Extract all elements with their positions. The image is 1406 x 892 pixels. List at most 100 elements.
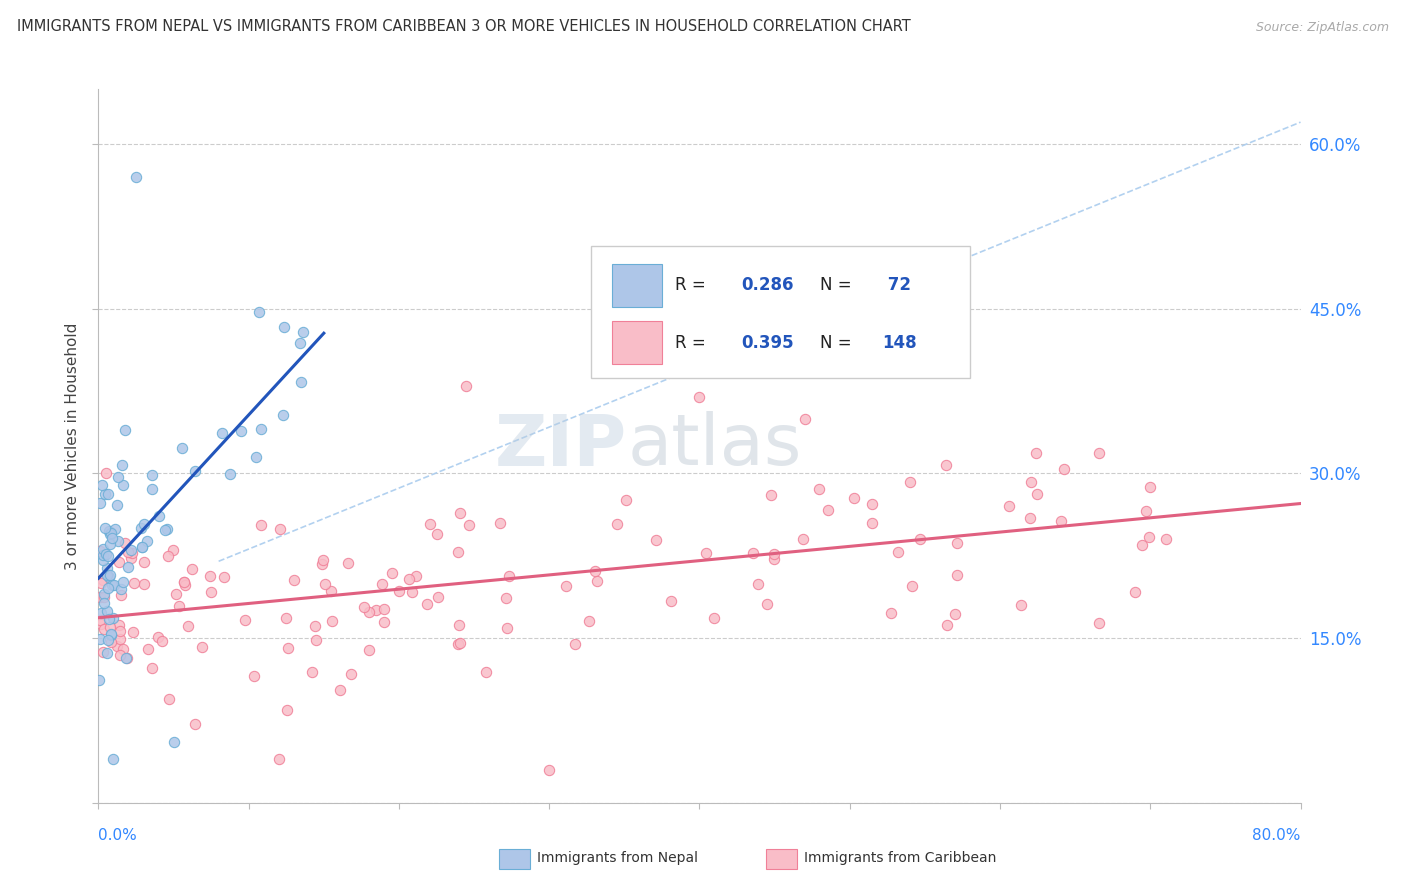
Point	[946, 536, 969, 550]
Point	[742, 546, 765, 560]
Point	[449, 635, 471, 649]
Point	[117, 651, 139, 665]
Point	[1050, 514, 1073, 528]
Point	[98, 537, 121, 551]
Point	[614, 492, 637, 507]
Point	[276, 610, 298, 624]
Point	[93, 586, 115, 600]
Point	[98, 612, 121, 626]
Point	[156, 522, 179, 536]
Point	[111, 574, 134, 589]
Point	[91, 573, 114, 587]
Text: R =: R =	[675, 334, 711, 351]
Point	[104, 522, 127, 536]
Point	[425, 526, 447, 541]
Point	[117, 559, 139, 574]
Point	[887, 545, 910, 559]
Point	[131, 541, 153, 555]
Text: N =: N =	[820, 334, 856, 351]
Point	[89, 543, 111, 558]
Point	[108, 618, 131, 632]
Text: R =: R =	[675, 277, 711, 294]
Point	[173, 574, 195, 589]
Point	[153, 523, 176, 537]
Point	[1087, 616, 1109, 631]
Point	[129, 521, 152, 535]
Point	[311, 557, 333, 571]
Point	[157, 549, 180, 563]
Point	[91, 478, 114, 492]
Point	[114, 423, 136, 437]
Point	[269, 522, 291, 536]
Point	[371, 577, 394, 591]
Point	[90, 616, 112, 631]
Point	[419, 516, 441, 531]
Point	[554, 579, 576, 593]
Point	[173, 575, 195, 590]
Point	[606, 516, 628, 531]
Point	[496, 621, 519, 635]
Point	[93, 487, 115, 501]
FancyBboxPatch shape	[592, 246, 970, 378]
Point	[214, 570, 236, 584]
Point	[96, 467, 118, 481]
Point	[90, 575, 112, 590]
Point	[91, 541, 114, 556]
Point	[312, 552, 335, 566]
Point	[879, 607, 901, 621]
Point	[150, 634, 173, 648]
Point	[446, 637, 468, 651]
Point	[1139, 480, 1161, 494]
Point	[357, 643, 380, 657]
Point	[1130, 538, 1153, 552]
Point	[100, 628, 122, 642]
Text: N =: N =	[820, 277, 856, 294]
Point	[763, 548, 786, 562]
Point	[233, 613, 256, 627]
Point	[117, 545, 139, 559]
Point	[247, 305, 270, 319]
Point	[146, 630, 169, 644]
Text: 0.0%: 0.0%	[98, 829, 138, 843]
Bar	[612, 321, 662, 364]
Text: 0.286: 0.286	[741, 277, 794, 294]
Point	[292, 325, 315, 339]
Point	[401, 584, 423, 599]
Text: Immigrants from Nepal: Immigrants from Nepal	[537, 851, 699, 865]
Point	[97, 487, 120, 501]
Point	[134, 555, 156, 569]
Point	[645, 533, 668, 548]
Point	[110, 458, 132, 472]
Point	[860, 516, 883, 531]
Point	[107, 470, 129, 484]
Point	[659, 594, 682, 608]
Point	[288, 335, 311, 350]
Point	[172, 442, 194, 456]
Point	[108, 624, 131, 639]
Point	[936, 618, 959, 632]
Point	[120, 543, 142, 558]
Point	[121, 545, 143, 559]
Point	[405, 569, 427, 583]
Point	[91, 548, 114, 562]
Point	[125, 169, 148, 184]
Point	[103, 752, 125, 766]
Point	[329, 683, 352, 698]
Point	[97, 549, 120, 563]
Point	[162, 735, 184, 749]
Point	[100, 525, 122, 540]
Point	[114, 536, 136, 550]
Point	[101, 578, 124, 592]
Point	[381, 566, 404, 580]
Point	[94, 521, 117, 535]
Point	[1025, 487, 1047, 501]
Point	[100, 627, 122, 641]
Point	[96, 547, 118, 561]
Point	[844, 491, 866, 505]
Point	[120, 550, 142, 565]
Point	[943, 607, 966, 621]
Text: atlas: atlas	[627, 411, 801, 481]
Point	[96, 604, 118, 618]
Point	[98, 524, 121, 538]
Point	[339, 667, 361, 681]
